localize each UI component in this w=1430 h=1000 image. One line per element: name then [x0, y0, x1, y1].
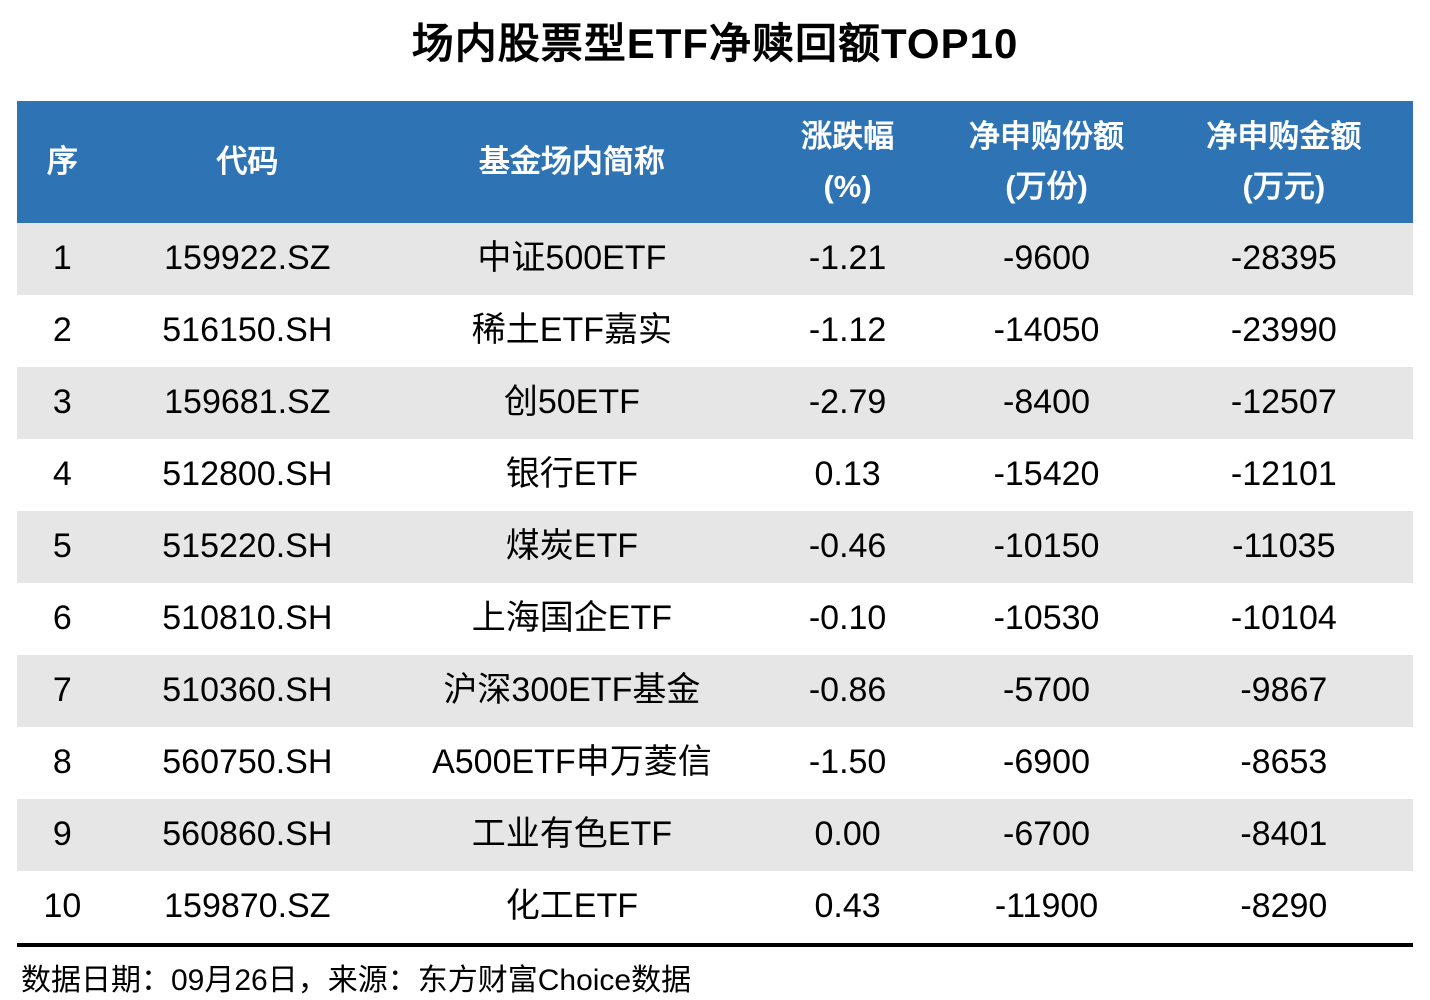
- cell-code: 159681.SZ: [164, 383, 331, 422]
- cell-net-shares: -15420: [993, 455, 1100, 494]
- table-header-row: 序 代码 基金场内简称 涨跌幅 (%) 净申购份额 (万份) 净申购金额 (万元…: [17, 101, 1413, 223]
- column-header-change-label: 涨跌幅: [801, 119, 895, 155]
- column-header-change: 涨跌幅 (%): [757, 101, 938, 223]
- column-header-code-label: 代码: [216, 144, 279, 180]
- cell-fund-name: 稀土ETF嘉实: [471, 311, 672, 350]
- cell-change: -1.21: [808, 239, 887, 278]
- etf-table: 序 代码 基金场内简称 涨跌幅 (%) 净申购份额 (万份) 净申购金额 (万元…: [17, 101, 1413, 943]
- cell-no: 8: [52, 743, 72, 782]
- table-row: 10 159870.SZ 化工ETF 0.43 -11900 -8290: [17, 871, 1413, 943]
- cell-change: -1.50: [808, 743, 887, 782]
- cell-code: 516150.SH: [162, 311, 333, 350]
- cell-net-amount: -12101: [1230, 455, 1337, 494]
- column-header-no: 序: [17, 101, 108, 223]
- cell-code: 560860.SH: [162, 815, 333, 854]
- cell-net-shares: -14050: [993, 311, 1100, 350]
- cell-fund-name: 煤炭ETF: [505, 527, 638, 566]
- cell-fund-name: 沪深300ETF基金: [443, 671, 701, 710]
- cell-change: -0.10: [808, 599, 887, 638]
- cell-no: 2: [52, 311, 72, 350]
- cell-change: -0.46: [808, 527, 887, 566]
- cell-net-shares: -6900: [1003, 743, 1090, 782]
- table-row: 1 159922.SZ 中证500ETF -1.21 -9600 -28395: [17, 223, 1413, 295]
- cell-code: 560750.SH: [162, 743, 333, 782]
- cell-net-amount: -8290: [1240, 887, 1328, 926]
- column-header-net-shares-unit: (万份): [1005, 169, 1088, 204]
- column-header-name: 基金场内简称: [387, 101, 757, 223]
- table-body: 1 159922.SZ 中证500ETF -1.21 -9600 -28395 …: [17, 223, 1413, 943]
- table-row: 6 510810.SH 上海国企ETF -0.10 -10530 -10104: [17, 583, 1413, 655]
- cell-code: 510810.SH: [162, 599, 333, 638]
- table-row: 4 512800.SH 银行ETF 0.13 -15420 -12101: [17, 439, 1413, 511]
- cell-net-shares: -10150: [993, 527, 1100, 566]
- cell-no: 4: [52, 455, 72, 494]
- table-row: 9 560860.SH 工业有色ETF 0.00 -6700 -8401: [17, 799, 1413, 871]
- cell-code: 159870.SZ: [164, 887, 331, 926]
- column-header-net-amount: 净申购金额 (万元): [1155, 101, 1413, 223]
- cell-code: 510360.SH: [162, 671, 333, 710]
- cell-code: 512800.SH: [162, 455, 333, 494]
- cell-code: 159922.SZ: [164, 239, 331, 278]
- column-header-net-amount-unit: (万元): [1242, 169, 1326, 204]
- column-header-change-unit: (%): [823, 169, 872, 204]
- column-header-net-shares-label: 净申购份额: [969, 119, 1125, 155]
- data-source-note: 数据日期：09月26日，来源：东方财富Choice数据: [21, 964, 692, 997]
- cell-net-shares: -9600: [1003, 239, 1090, 278]
- cell-fund-name: 化工ETF: [505, 887, 638, 926]
- cell-no: 3: [52, 383, 72, 422]
- cell-fund-name: 中证500ETF: [477, 239, 667, 278]
- cell-net-amount: -28395: [1230, 239, 1337, 278]
- column-header-no-label: 序: [46, 144, 78, 180]
- cell-net-shares: -5700: [1003, 671, 1090, 710]
- table-row: 7 510360.SH 沪深300ETF基金 -0.86 -5700 -9867: [17, 655, 1413, 727]
- cell-fund-name: A500ETF申万菱信: [432, 743, 712, 782]
- page-title: 场内股票型ETF净赎回额TOP10: [411, 20, 1019, 67]
- cell-net-amount: -11035: [1232, 527, 1336, 566]
- cell-net-shares: -6700: [1003, 815, 1090, 854]
- column-header-name-label: 基金场内简称: [478, 144, 665, 180]
- cell-fund-name: 银行ETF: [505, 455, 638, 494]
- cell-change: 0.13: [814, 455, 881, 494]
- cell-fund-name: 上海国企ETF: [471, 599, 672, 638]
- cell-code: 515220.SH: [162, 527, 333, 566]
- cell-no: 10: [43, 887, 82, 926]
- cell-no: 5: [52, 527, 72, 566]
- cell-change: -1.12: [808, 311, 887, 350]
- cell-change: 0.43: [814, 887, 881, 926]
- cell-no: 9: [52, 815, 72, 854]
- cell-change: -0.86: [808, 671, 887, 710]
- cell-fund-name: 工业有色ETF: [471, 815, 672, 854]
- column-header-net-amount-label: 净申购金额: [1206, 119, 1362, 155]
- cell-fund-name: 创50ETF: [503, 383, 640, 422]
- table-row: 8 560750.SH A500ETF申万菱信 -1.50 -6900 -865…: [17, 727, 1413, 799]
- cell-net-shares: -10530: [993, 599, 1100, 638]
- column-header-net-shares: 净申购份额 (万份): [938, 101, 1154, 223]
- table-row: 3 159681.SZ 创50ETF -2.79 -8400 -12507: [17, 367, 1413, 439]
- table-row: 5 515220.SH 煤炭ETF -0.46 -10150 -11035: [17, 511, 1413, 583]
- cell-change: 0.00: [814, 815, 881, 854]
- cell-net-amount: -9867: [1240, 671, 1328, 710]
- cell-net-shares: -11900: [994, 887, 1099, 926]
- cell-change: -2.79: [808, 383, 887, 422]
- cell-net-amount: -8653: [1240, 743, 1328, 782]
- footer-divider: 数据日期：09月26日，来源：东方财富Choice数据: [17, 943, 1413, 999]
- cell-no: 7: [52, 671, 72, 710]
- cell-no: 1: [52, 239, 72, 278]
- table-row: 2 516150.SH 稀土ETF嘉实 -1.12 -14050 -23990: [17, 295, 1413, 367]
- cell-net-shares: -8400: [1003, 383, 1090, 422]
- cell-net-amount: -23990: [1230, 311, 1337, 350]
- cell-net-amount: -12507: [1230, 383, 1337, 422]
- cell-net-amount: -8401: [1240, 815, 1328, 854]
- cell-net-amount: -10104: [1230, 599, 1337, 638]
- cell-no: 6: [52, 599, 72, 638]
- column-header-code: 代码: [108, 101, 387, 223]
